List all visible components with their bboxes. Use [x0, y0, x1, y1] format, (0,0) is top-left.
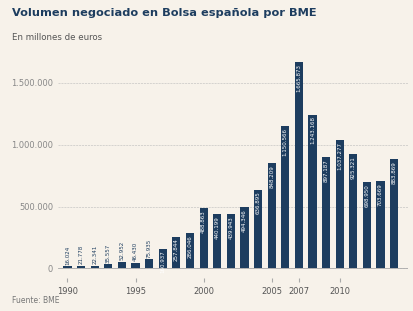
Bar [63, 267, 71, 268]
Bar [104, 264, 112, 268]
Bar [267, 164, 275, 268]
Text: 897.187: 897.187 [323, 159, 328, 182]
Bar [131, 263, 139, 268]
Bar [280, 126, 289, 268]
Text: 21.778: 21.778 [78, 245, 83, 264]
Text: 925.321: 925.321 [350, 156, 355, 179]
Bar [158, 248, 166, 268]
Text: Volumen negociado en Bolsa española por BME: Volumen negociado en Bolsa española por … [12, 8, 316, 18]
Bar [308, 115, 316, 268]
Bar [321, 157, 330, 268]
Text: 22.341: 22.341 [92, 245, 97, 264]
Text: 1.150.566: 1.150.566 [282, 128, 287, 156]
Text: 16.024: 16.024 [65, 246, 70, 265]
Bar [145, 259, 153, 268]
Text: 1.037.277: 1.037.277 [337, 142, 342, 170]
Text: 46.430: 46.430 [133, 242, 138, 261]
Bar [375, 181, 384, 268]
Bar [226, 214, 234, 268]
Text: 636.895: 636.895 [255, 192, 260, 214]
Bar [172, 237, 180, 268]
Text: 52.952: 52.952 [119, 241, 124, 260]
Bar [253, 190, 261, 268]
Bar [240, 207, 248, 268]
Text: En millones de euros: En millones de euros [12, 33, 102, 42]
Bar [335, 140, 343, 268]
Bar [294, 62, 302, 268]
Text: 883.869: 883.869 [391, 161, 396, 184]
Text: 848.209: 848.209 [268, 165, 273, 188]
Text: 35.557: 35.557 [106, 243, 111, 262]
Text: 257.844: 257.844 [173, 239, 178, 261]
Text: Fuente: BME: Fuente: BME [12, 296, 60, 305]
Bar [199, 208, 207, 268]
Text: 286.046: 286.046 [187, 235, 192, 258]
Bar [349, 154, 356, 268]
Bar [118, 262, 126, 268]
Text: 439.943: 439.943 [228, 216, 233, 239]
Text: 75.935: 75.935 [146, 238, 151, 258]
Bar [185, 233, 194, 268]
Bar [213, 214, 221, 268]
Text: 1.243.168: 1.243.168 [309, 117, 314, 145]
Bar [389, 159, 397, 268]
Bar [77, 266, 85, 268]
Text: 488.863: 488.863 [201, 210, 206, 233]
Bar [90, 266, 99, 268]
Bar [362, 182, 370, 268]
Text: 160.937: 160.937 [160, 250, 165, 273]
Text: 494.346: 494.346 [241, 209, 246, 232]
Text: 698.950: 698.950 [363, 184, 368, 207]
Text: 440.199: 440.199 [214, 216, 219, 239]
Text: 703.669: 703.669 [377, 183, 382, 206]
Text: 1.665.873: 1.665.873 [296, 64, 301, 92]
